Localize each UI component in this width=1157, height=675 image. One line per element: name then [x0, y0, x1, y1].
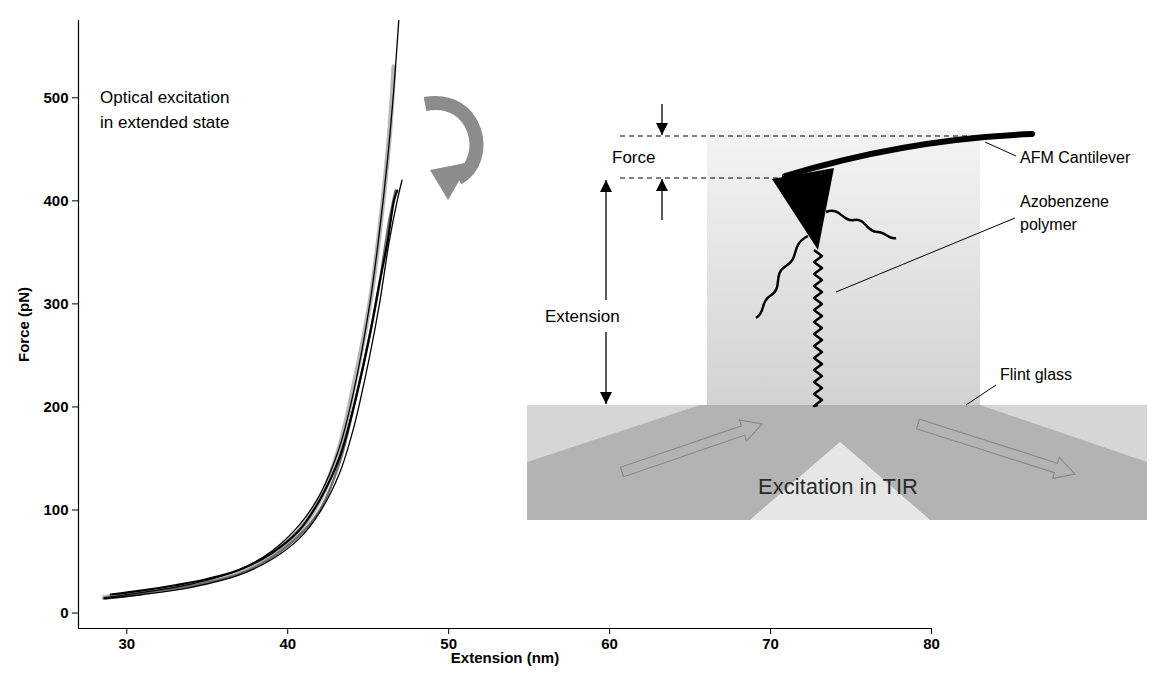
- svg-text:60: 60: [601, 635, 618, 652]
- svg-text:Force (pN): Force (pN): [15, 287, 32, 362]
- svg-text:Force: Force: [612, 148, 655, 167]
- svg-text:Extension (nm): Extension (nm): [451, 649, 559, 666]
- svg-text:Azobenzenepolymer: Azobenzenepolymer: [1020, 193, 1109, 233]
- svg-text:0: 0: [60, 604, 68, 621]
- svg-text:500: 500: [43, 89, 68, 106]
- svg-text:200: 200: [43, 398, 68, 415]
- svg-text:300: 300: [43, 295, 68, 312]
- svg-text:30: 30: [118, 635, 135, 652]
- svg-text:Extension: Extension: [545, 307, 620, 326]
- svg-text:Flint glass: Flint glass: [1000, 366, 1072, 383]
- svg-text:100: 100: [43, 501, 68, 518]
- svg-text:80: 80: [923, 635, 940, 652]
- svg-text:50: 50: [440, 635, 457, 653]
- svg-text:70: 70: [762, 635, 779, 652]
- svg-text:Excitation in TIR: Excitation in TIR: [758, 474, 918, 499]
- svg-text:400: 400: [43, 192, 68, 209]
- svg-text:40: 40: [279, 635, 296, 652]
- svg-text:Optical excitationin extended: Optical excitationin extended state: [100, 88, 229, 132]
- svg-text:AFM Cantilever: AFM Cantilever: [1020, 149, 1131, 166]
